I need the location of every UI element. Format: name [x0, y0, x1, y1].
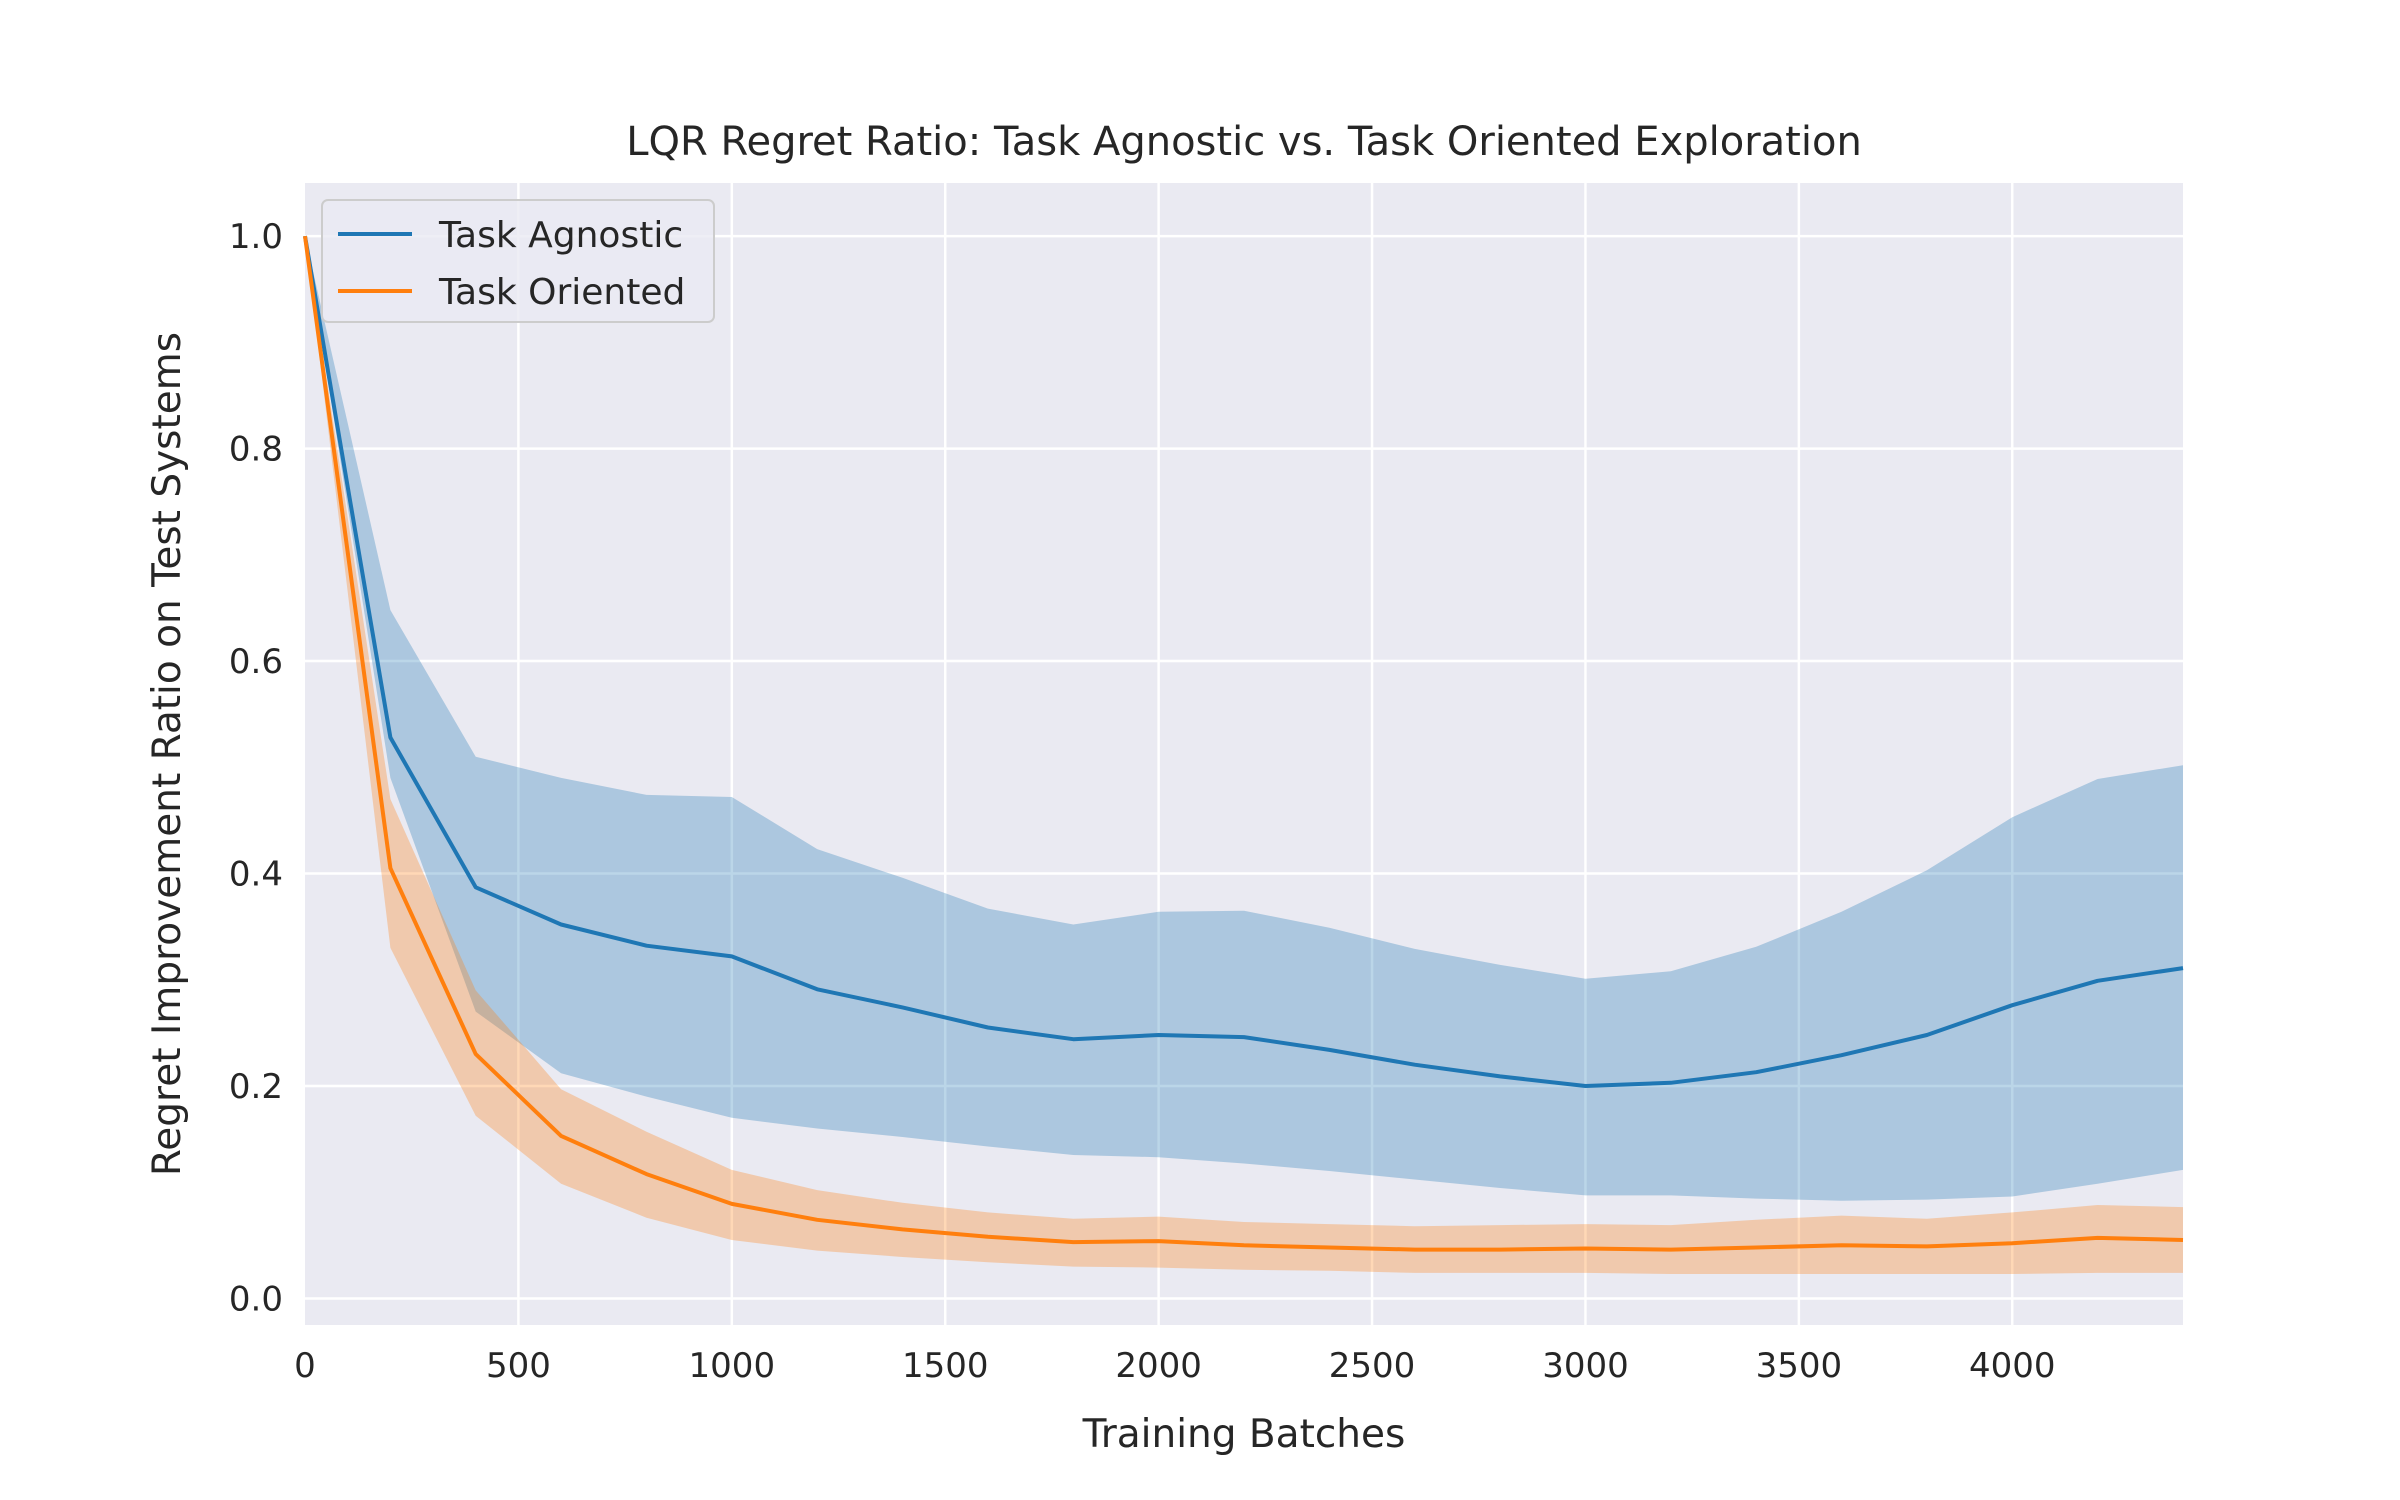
- plot-area: [305, 183, 2183, 1325]
- x-tick-label: 0: [294, 1346, 316, 1386]
- y-tick-label: 1.0: [229, 217, 283, 257]
- y-tick-label: 0.8: [229, 430, 283, 470]
- y-tick-label: 0.2: [229, 1067, 283, 1107]
- x-tick-label: 500: [486, 1346, 551, 1386]
- y-axis-ticks: 0.0 0.2 0.4 0.6 0.8 1.0: [229, 217, 283, 1319]
- legend: Task Agnostic Task Oriented: [321, 199, 715, 323]
- x-tick-label: 3500: [1756, 1346, 1843, 1386]
- grid: [305, 183, 2183, 1325]
- x-tick-label: 1500: [902, 1346, 989, 1386]
- y-tick-label: 0.4: [229, 855, 283, 895]
- x-tick-label: 1000: [689, 1346, 776, 1386]
- x-tick-label: 3000: [1542, 1346, 1629, 1386]
- y-tick-label: 0.6: [229, 642, 283, 682]
- x-axis-label: Training Batches: [1082, 1412, 1406, 1457]
- y-axis-label: Regret Improvement Ratio on Test Systems: [145, 332, 190, 1176]
- x-tick-label: 2500: [1329, 1346, 1416, 1386]
- x-tick-label: 2000: [1115, 1346, 1202, 1386]
- series-line-2: [303, 235, 2184, 1252]
- legend-box: [321, 199, 715, 323]
- x-tick-label: 4000: [1969, 1346, 2056, 1386]
- y-tick-label: 0.0: [229, 1279, 283, 1319]
- x-axis-ticks: 0 500 1000 1500 2000 2500 3000 3500 4000: [294, 1346, 2055, 1386]
- series-line-1: [303, 235, 2184, 1088]
- confidence-bands: [305, 236, 2183, 1275]
- legend-label-1: Task Agnostic: [438, 215, 683, 256]
- legend-label-2: Task Oriented: [438, 272, 685, 313]
- confidence-band-1: [305, 236, 2183, 1201]
- series-lines: [303, 235, 2184, 1252]
- chart-title: LQR Regret Ratio: Task Agnostic vs. Task…: [626, 119, 1862, 165]
